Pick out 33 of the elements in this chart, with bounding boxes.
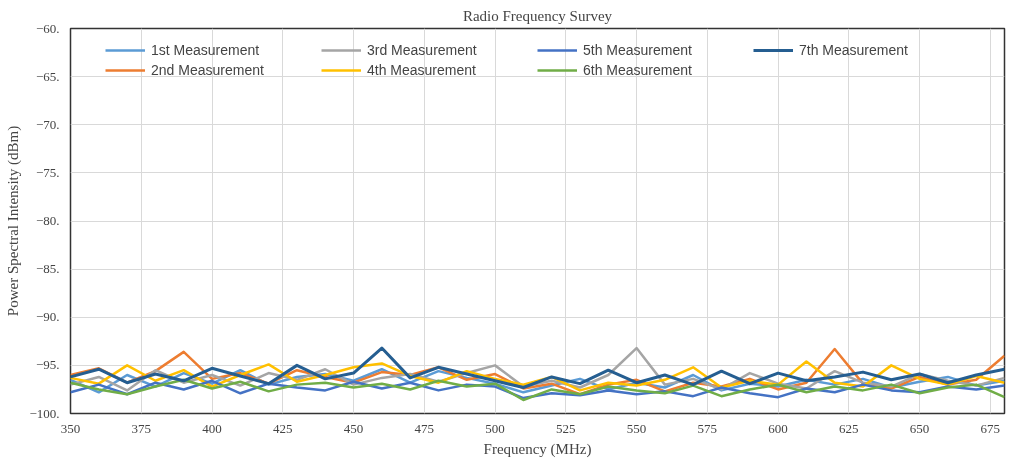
y-tick-label: −60. xyxy=(35,20,60,36)
x-tick-label: 600 xyxy=(768,420,788,436)
y-tick-label: −100. xyxy=(29,405,60,421)
y-tick-label: −75. xyxy=(35,164,60,180)
x-tick-label: 675 xyxy=(980,420,1001,436)
legend-label: 3rd Measurement xyxy=(367,42,478,58)
legend-label: 5th Measurement xyxy=(583,42,693,58)
legend-label: 1st Measurement xyxy=(151,42,261,58)
x-tick-label: 650 xyxy=(909,420,930,436)
y-tick-label: −85. xyxy=(35,261,60,277)
x-tick-label: 575 xyxy=(697,420,718,436)
legend-label: 4th Measurement xyxy=(367,62,477,78)
x-tick-label: 550 xyxy=(626,420,647,436)
y-tick-label: −90. xyxy=(35,309,60,325)
x-tick-label: 425 xyxy=(273,420,293,436)
y-tick-label: −65. xyxy=(35,68,60,84)
x-tick-label: 450 xyxy=(343,420,364,436)
x-axis-title: Frequency (MHz) xyxy=(483,440,592,458)
chart-title: Radio Frequency Survey xyxy=(462,7,613,24)
y-axis-title: Power Spectral Intensity (dBm) xyxy=(5,125,23,317)
legend-label: 7th Measurement xyxy=(799,42,909,58)
x-tick-label: 500 xyxy=(485,420,505,436)
x-tick-label: 350 xyxy=(60,420,81,436)
x-tick-label: 400 xyxy=(202,420,222,436)
legend-label: 6th Measurement xyxy=(583,62,693,78)
x-tick-label: 625 xyxy=(839,420,859,436)
x-tick-label: 475 xyxy=(414,420,435,436)
y-tick-label: −70. xyxy=(35,116,60,132)
legend-label: 2nd Measurement xyxy=(151,62,265,78)
x-tick-label: 525 xyxy=(556,420,576,436)
y-tick-label: −80. xyxy=(35,213,60,228)
x-tick-label: 375 xyxy=(131,420,152,436)
y-tick-label: −95. xyxy=(35,357,60,373)
